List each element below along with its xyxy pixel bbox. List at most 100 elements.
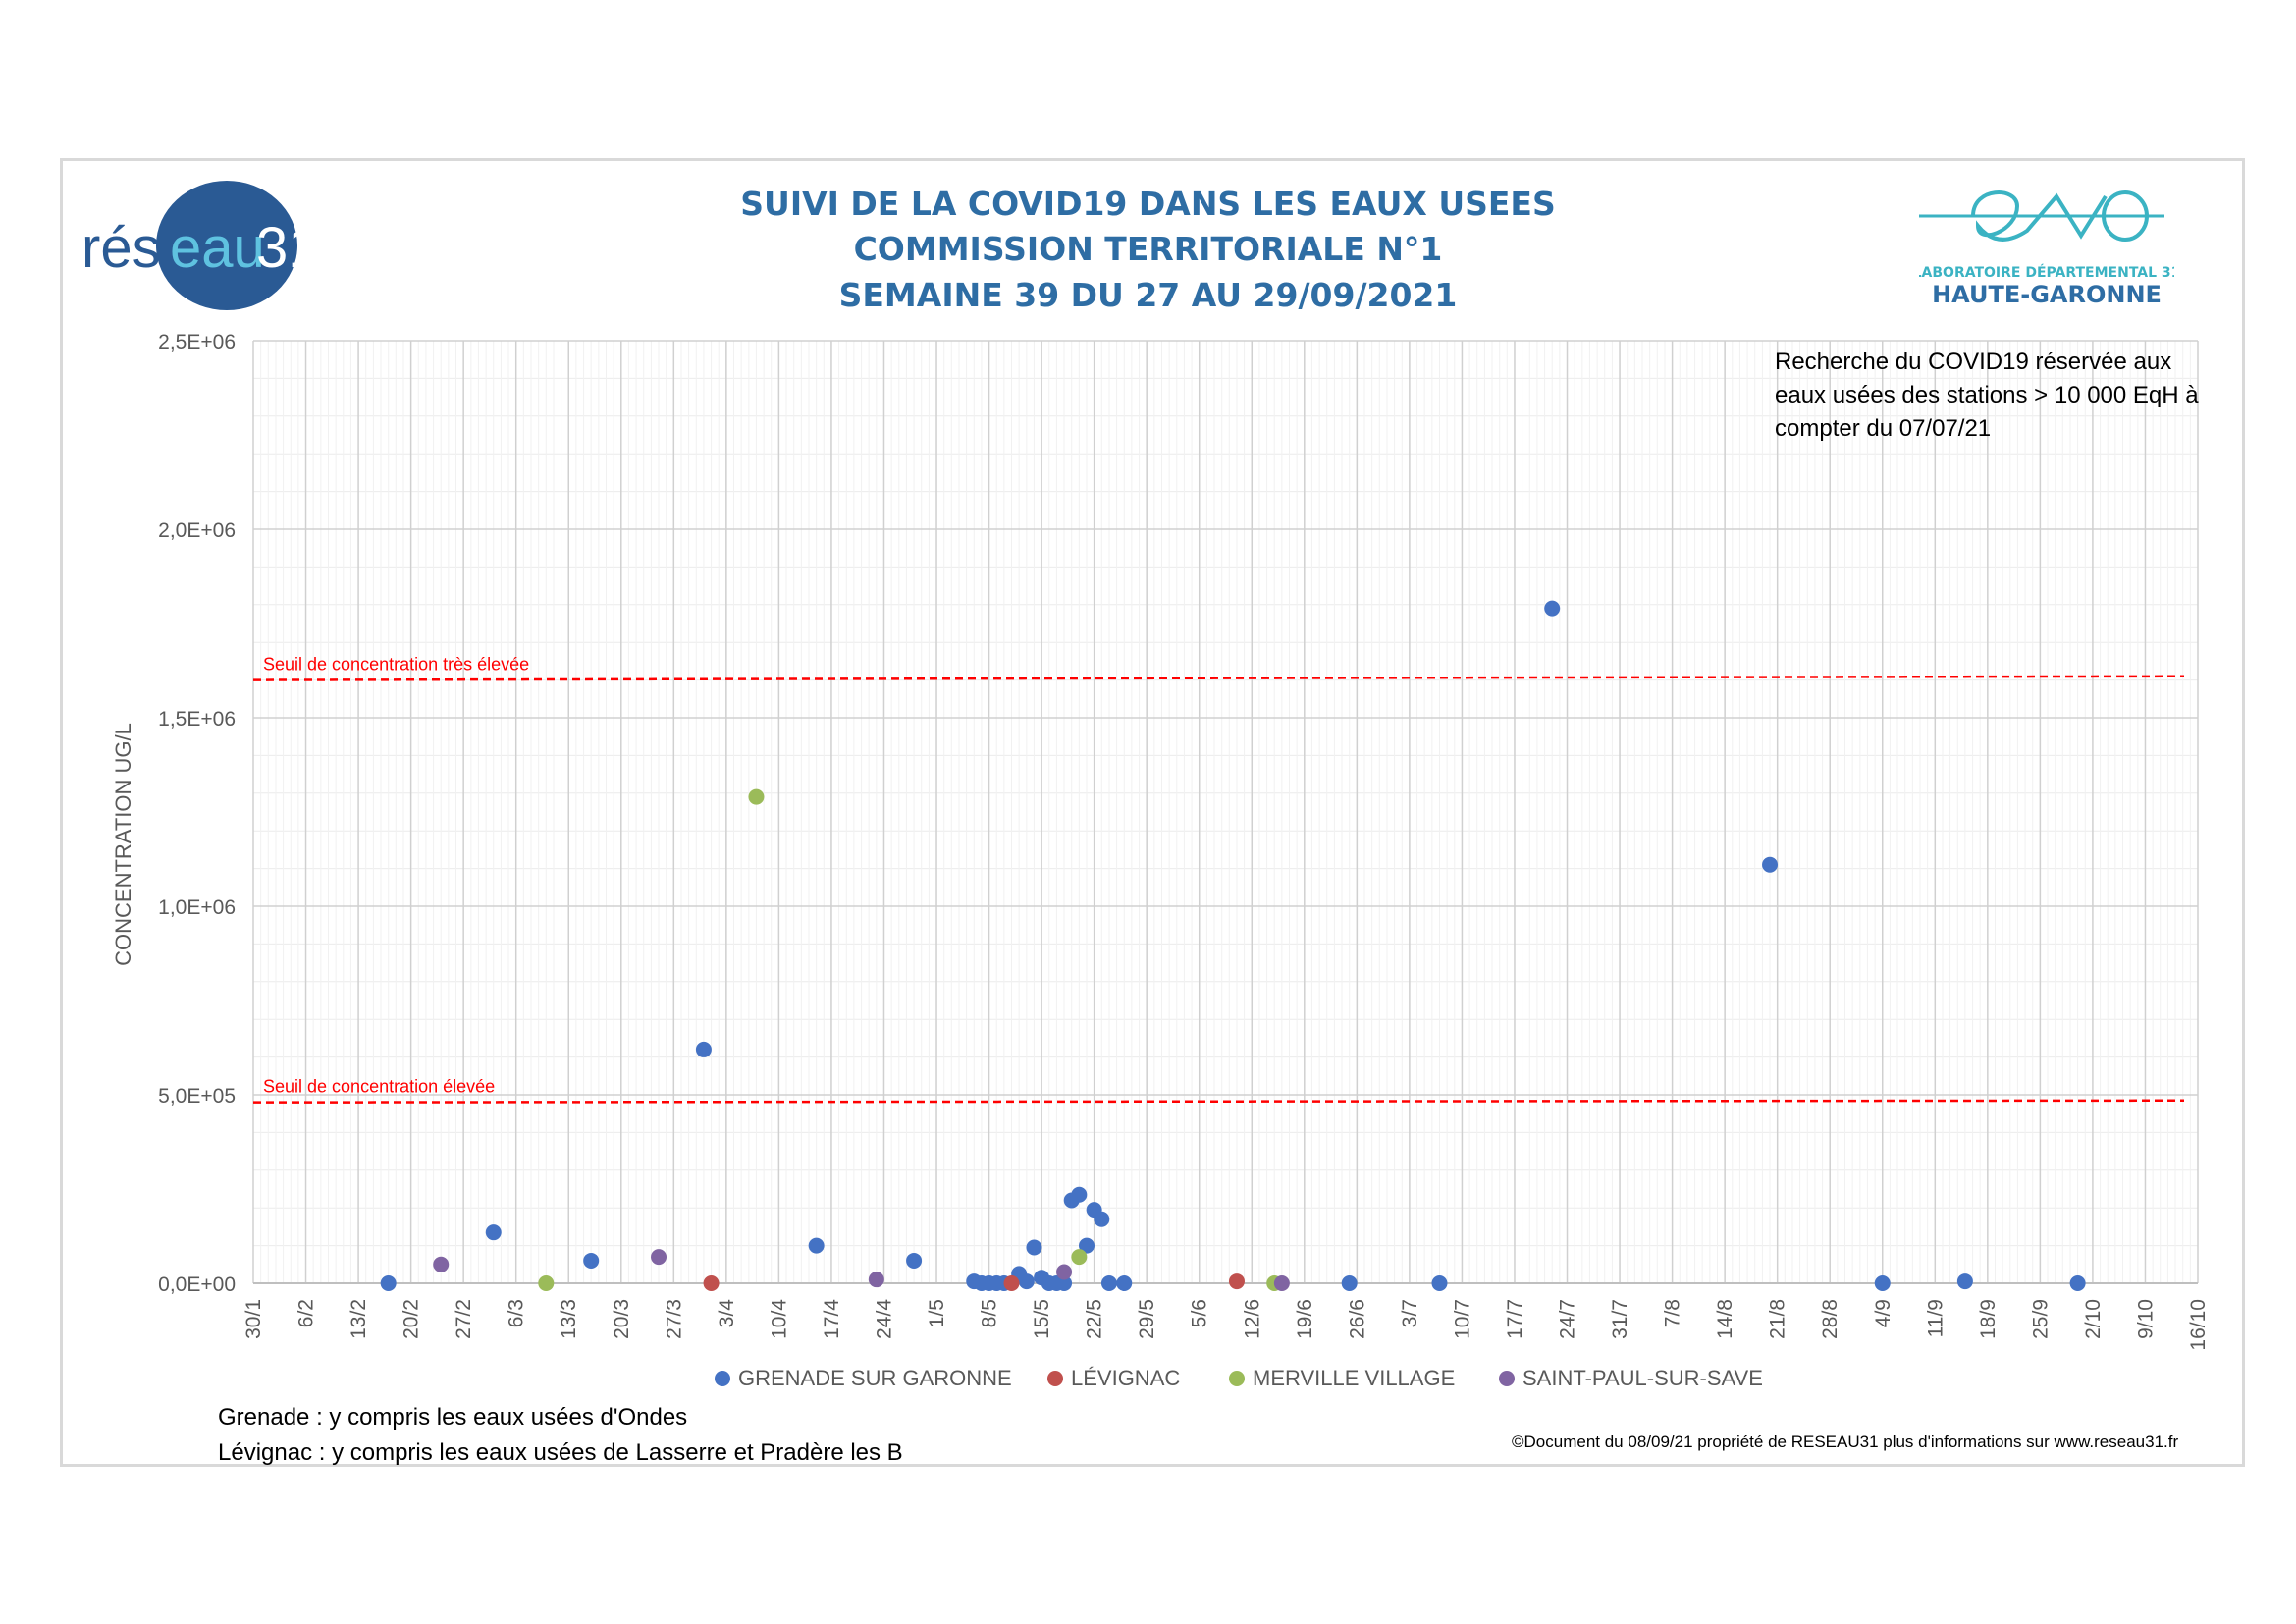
x-tick-label: 6/3	[506, 1299, 528, 1327]
x-tick-label: 31/7	[1609, 1299, 1631, 1339]
data-point	[433, 1256, 450, 1272]
data-point	[1762, 856, 1779, 873]
x-tick-label: 17/7	[1504, 1299, 1526, 1339]
x-tick-label: 20/2	[400, 1299, 423, 1339]
x-tick-label: 17/4	[821, 1299, 843, 1339]
x-tick-label: 1/5	[926, 1299, 948, 1327]
x-tick-label: 3/7	[1399, 1299, 1421, 1327]
threshold-line	[252, 675, 2185, 681]
legend-marker	[1499, 1371, 1515, 1386]
x-tick-label: 24/7	[1557, 1299, 1579, 1339]
x-tick-label: 28/8	[1819, 1299, 1842, 1339]
copyright-text: ©Document du 08/09/21 propriété de RESEA…	[1512, 1433, 2179, 1451]
data-point	[1003, 1275, 1020, 1291]
data-point	[1094, 1211, 1110, 1227]
x-tick-label: 27/3	[663, 1299, 685, 1339]
title-line-3: SEMAINE 39 DU 27 AU 29/09/2021	[838, 276, 1458, 314]
legend-levignac: LÉVIGNAC	[1047, 1366, 1180, 1391]
y-tick-label: 1,5E+06	[158, 708, 236, 731]
x-tick-label: 16/10	[2187, 1299, 2210, 1351]
data-point	[538, 1275, 555, 1291]
svg-text:eau: eau	[170, 216, 265, 280]
data-point	[1874, 1275, 1891, 1291]
y-tick-label: 5,0E+05	[158, 1085, 236, 1108]
data-point	[1079, 1237, 1095, 1254]
title-line-2: COMMISSION TERRITORIALE N°1	[853, 230, 1443, 268]
legend-merville: MERVILLE VILLAGE	[1229, 1366, 1455, 1391]
x-tick-label: 10/7	[1451, 1299, 1473, 1339]
x-tick-label: 4/9	[1872, 1299, 1895, 1327]
data-point	[2069, 1275, 2086, 1291]
x-tick-label: 7/8	[1662, 1299, 1684, 1327]
legend-label: GRENADE SUR GARONNE	[738, 1366, 1012, 1390]
x-tick-label: 22/5	[1084, 1299, 1106, 1339]
legend-label: MERVILLE VILLAGE	[1253, 1366, 1456, 1390]
y-tick-label: 2,0E+06	[158, 519, 236, 542]
data-point	[808, 1237, 825, 1254]
legend-marker	[1047, 1371, 1063, 1386]
x-tick-label: 27/2	[453, 1299, 475, 1339]
svg-text:31: 31	[256, 216, 317, 280]
data-point	[380, 1275, 397, 1291]
x-tick-label: 10/4	[768, 1299, 790, 1339]
x-tick-label: 9/10	[2134, 1299, 2157, 1339]
y-tick-label: 2,5E+06	[158, 331, 236, 353]
x-tick-label: 12/6	[1241, 1299, 1263, 1339]
threshold-line	[252, 1099, 2185, 1104]
data-point	[1100, 1275, 1117, 1291]
x-tick-label: 13/2	[347, 1299, 370, 1339]
threshold-label: Seuil de concentration élevée	[263, 1077, 495, 1097]
y-tick-label: 1,0E+06	[158, 896, 236, 919]
x-tick-label: 8/5	[979, 1299, 1001, 1327]
data-point	[906, 1252, 923, 1269]
threshold-label: Seuil de concentration très élevée	[263, 655, 529, 675]
data-point	[583, 1252, 600, 1269]
chart-frame	[60, 158, 2245, 1467]
data-point	[1273, 1275, 1290, 1291]
x-tick-label: 24/4	[873, 1299, 895, 1339]
reseau31-logo: rés eau 31	[81, 181, 317, 310]
title-line-1: SUIVI DE LA COVID19 DANS LES EAUX USEES	[740, 185, 1556, 223]
x-tick-label: 18/9	[1977, 1299, 2000, 1339]
x-tick-label: 30/1	[242, 1299, 265, 1339]
x-tick-label: 13/3	[558, 1299, 580, 1339]
data-point	[1116, 1275, 1133, 1291]
y-axis-label: CONCENTRATION UG/L	[111, 723, 135, 966]
data-point	[1071, 1249, 1088, 1266]
legend-marker	[715, 1371, 730, 1386]
data-point	[1228, 1273, 1245, 1290]
x-tick-label: 25/9	[2029, 1299, 2052, 1339]
legend-label: SAINT-PAUL-SUR-SAVE	[1522, 1366, 1763, 1390]
data-point	[1956, 1273, 1973, 1290]
data-point	[695, 1041, 712, 1057]
data-point	[1056, 1275, 1073, 1291]
note-grenade: Grenade : y compris les eaux usées d'Ond…	[218, 1404, 688, 1431]
data-point	[868, 1272, 884, 1288]
legend-saint-paul: SAINT-PAUL-SUR-SAVE	[1499, 1366, 1763, 1391]
x-tick-label: 6/2	[295, 1299, 318, 1327]
legend-label: LÉVIGNAC	[1071, 1366, 1181, 1390]
data-point	[1026, 1239, 1042, 1256]
note-levignac: Lévignac : y compris les eaux usées de L…	[218, 1439, 903, 1466]
data-point	[1056, 1264, 1073, 1280]
x-tick-label: 2/10	[2082, 1299, 2105, 1339]
data-point	[703, 1275, 720, 1291]
x-tick-label: 21/8	[1767, 1299, 1789, 1339]
x-tick-label: 19/6	[1294, 1299, 1316, 1339]
x-tick-label: 29/5	[1136, 1299, 1158, 1339]
data-point	[1341, 1275, 1358, 1291]
x-tick-label: 15/5	[1031, 1299, 1053, 1339]
data-point	[748, 788, 765, 805]
legend-marker	[1229, 1371, 1245, 1386]
svg-text:rés: rés	[81, 216, 161, 280]
x-tick-label: 5/6	[1189, 1299, 1211, 1327]
x-tick-label: 26/6	[1346, 1299, 1368, 1339]
legend-grenade: GRENADE SUR GARONNE	[715, 1366, 1012, 1391]
info-box: Recherche du COVID19 réservée aux eaux u…	[1775, 349, 2199, 442]
data-point	[485, 1224, 502, 1241]
x-tick-label: 3/4	[716, 1299, 738, 1328]
data-point	[1018, 1273, 1035, 1290]
eva-sub2: HAUTE-GARONNE	[1932, 281, 2162, 308]
eva-sub1: LABORATOIRE DÉPARTEMENTAL 31	[1919, 264, 2174, 281]
y-tick-label: 0,0E+00	[158, 1273, 236, 1296]
